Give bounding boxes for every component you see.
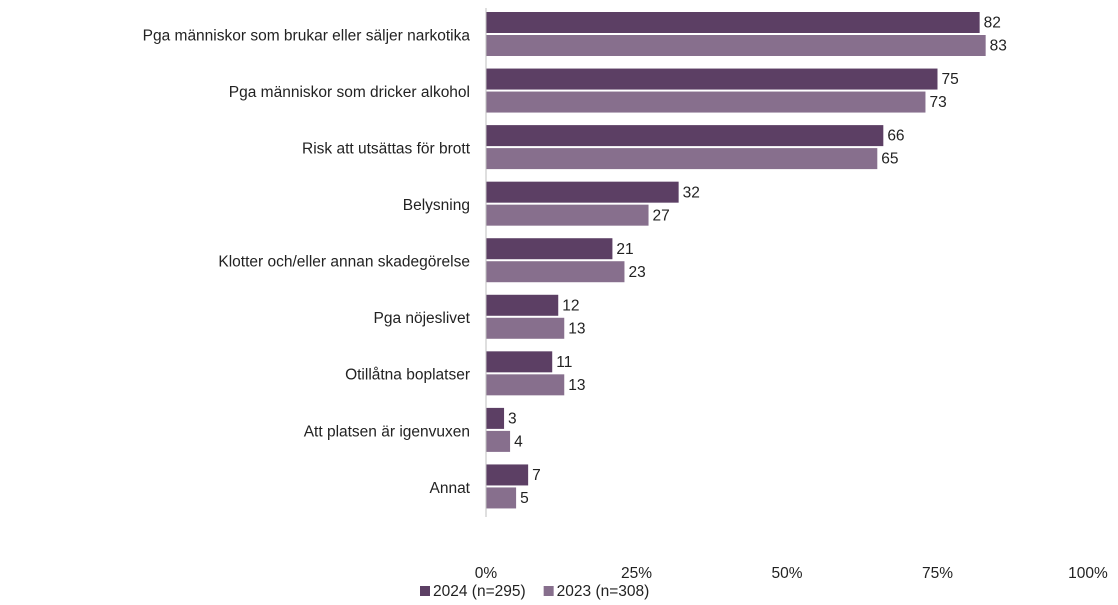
data-label: 7 [532, 467, 541, 484]
bar [486, 68, 938, 90]
x-tick-label: 0% [475, 565, 498, 582]
bar [486, 487, 517, 509]
bar [486, 181, 679, 203]
data-label: 75 [942, 71, 959, 88]
bar [486, 261, 625, 283]
data-label: 5 [520, 490, 529, 507]
data-label: 83 [990, 38, 1007, 55]
y-tick-label: Otillåtna boplatser [345, 367, 470, 384]
x-tick-label: 75% [922, 565, 953, 582]
bar [486, 430, 511, 452]
data-label: 32 [683, 184, 700, 201]
x-tick-label: 100% [1068, 565, 1108, 582]
legend-label: 2023 (n=308) [557, 583, 650, 600]
bar [486, 374, 565, 396]
bar [486, 351, 553, 373]
y-tick-label: Annat [429, 480, 470, 497]
data-label: 82 [984, 15, 1001, 32]
y-tick-label: Pga nöjeslivet [373, 310, 470, 327]
bar [486, 91, 926, 113]
data-label: 21 [616, 241, 633, 258]
data-label: 11 [556, 354, 572, 371]
bar [486, 464, 529, 486]
data-label: 73 [929, 94, 946, 111]
bar [486, 35, 986, 56]
bar [486, 317, 565, 339]
x-tick-label: 25% [621, 565, 652, 582]
data-label: 13 [568, 377, 585, 394]
data-label: 3 [508, 410, 517, 427]
bar [486, 148, 878, 170]
data-label: 13 [568, 320, 585, 337]
legend-label: 2024 (n=295) [433, 583, 526, 600]
bar [486, 294, 559, 316]
y-tick-label: Risk att utsättas för brott [302, 140, 471, 157]
data-label: 65 [881, 151, 898, 168]
data-label: 23 [628, 264, 645, 281]
y-tick-label: Att platsen är igenvuxen [304, 423, 470, 440]
y-tick-label: Pga människor som brukar eller säljer na… [143, 27, 471, 44]
data-label: 66 [887, 128, 904, 145]
legend-swatch [543, 586, 554, 596]
bar [486, 204, 649, 226]
data-label: 27 [653, 207, 670, 224]
x-tick-label: 50% [771, 565, 802, 582]
y-tick-label: Pga människor som dricker alkohol [229, 84, 470, 101]
y-tick-label: Klotter och/eller annan skadegörelse [218, 254, 470, 271]
bar [486, 238, 613, 260]
bar [486, 407, 505, 429]
bar [486, 125, 884, 147]
bar [486, 12, 980, 33]
data-label: 4 [514, 433, 523, 450]
data-label: 12 [562, 297, 579, 314]
legend-swatch [420, 586, 430, 596]
y-tick-label: Belysning [403, 197, 470, 214]
